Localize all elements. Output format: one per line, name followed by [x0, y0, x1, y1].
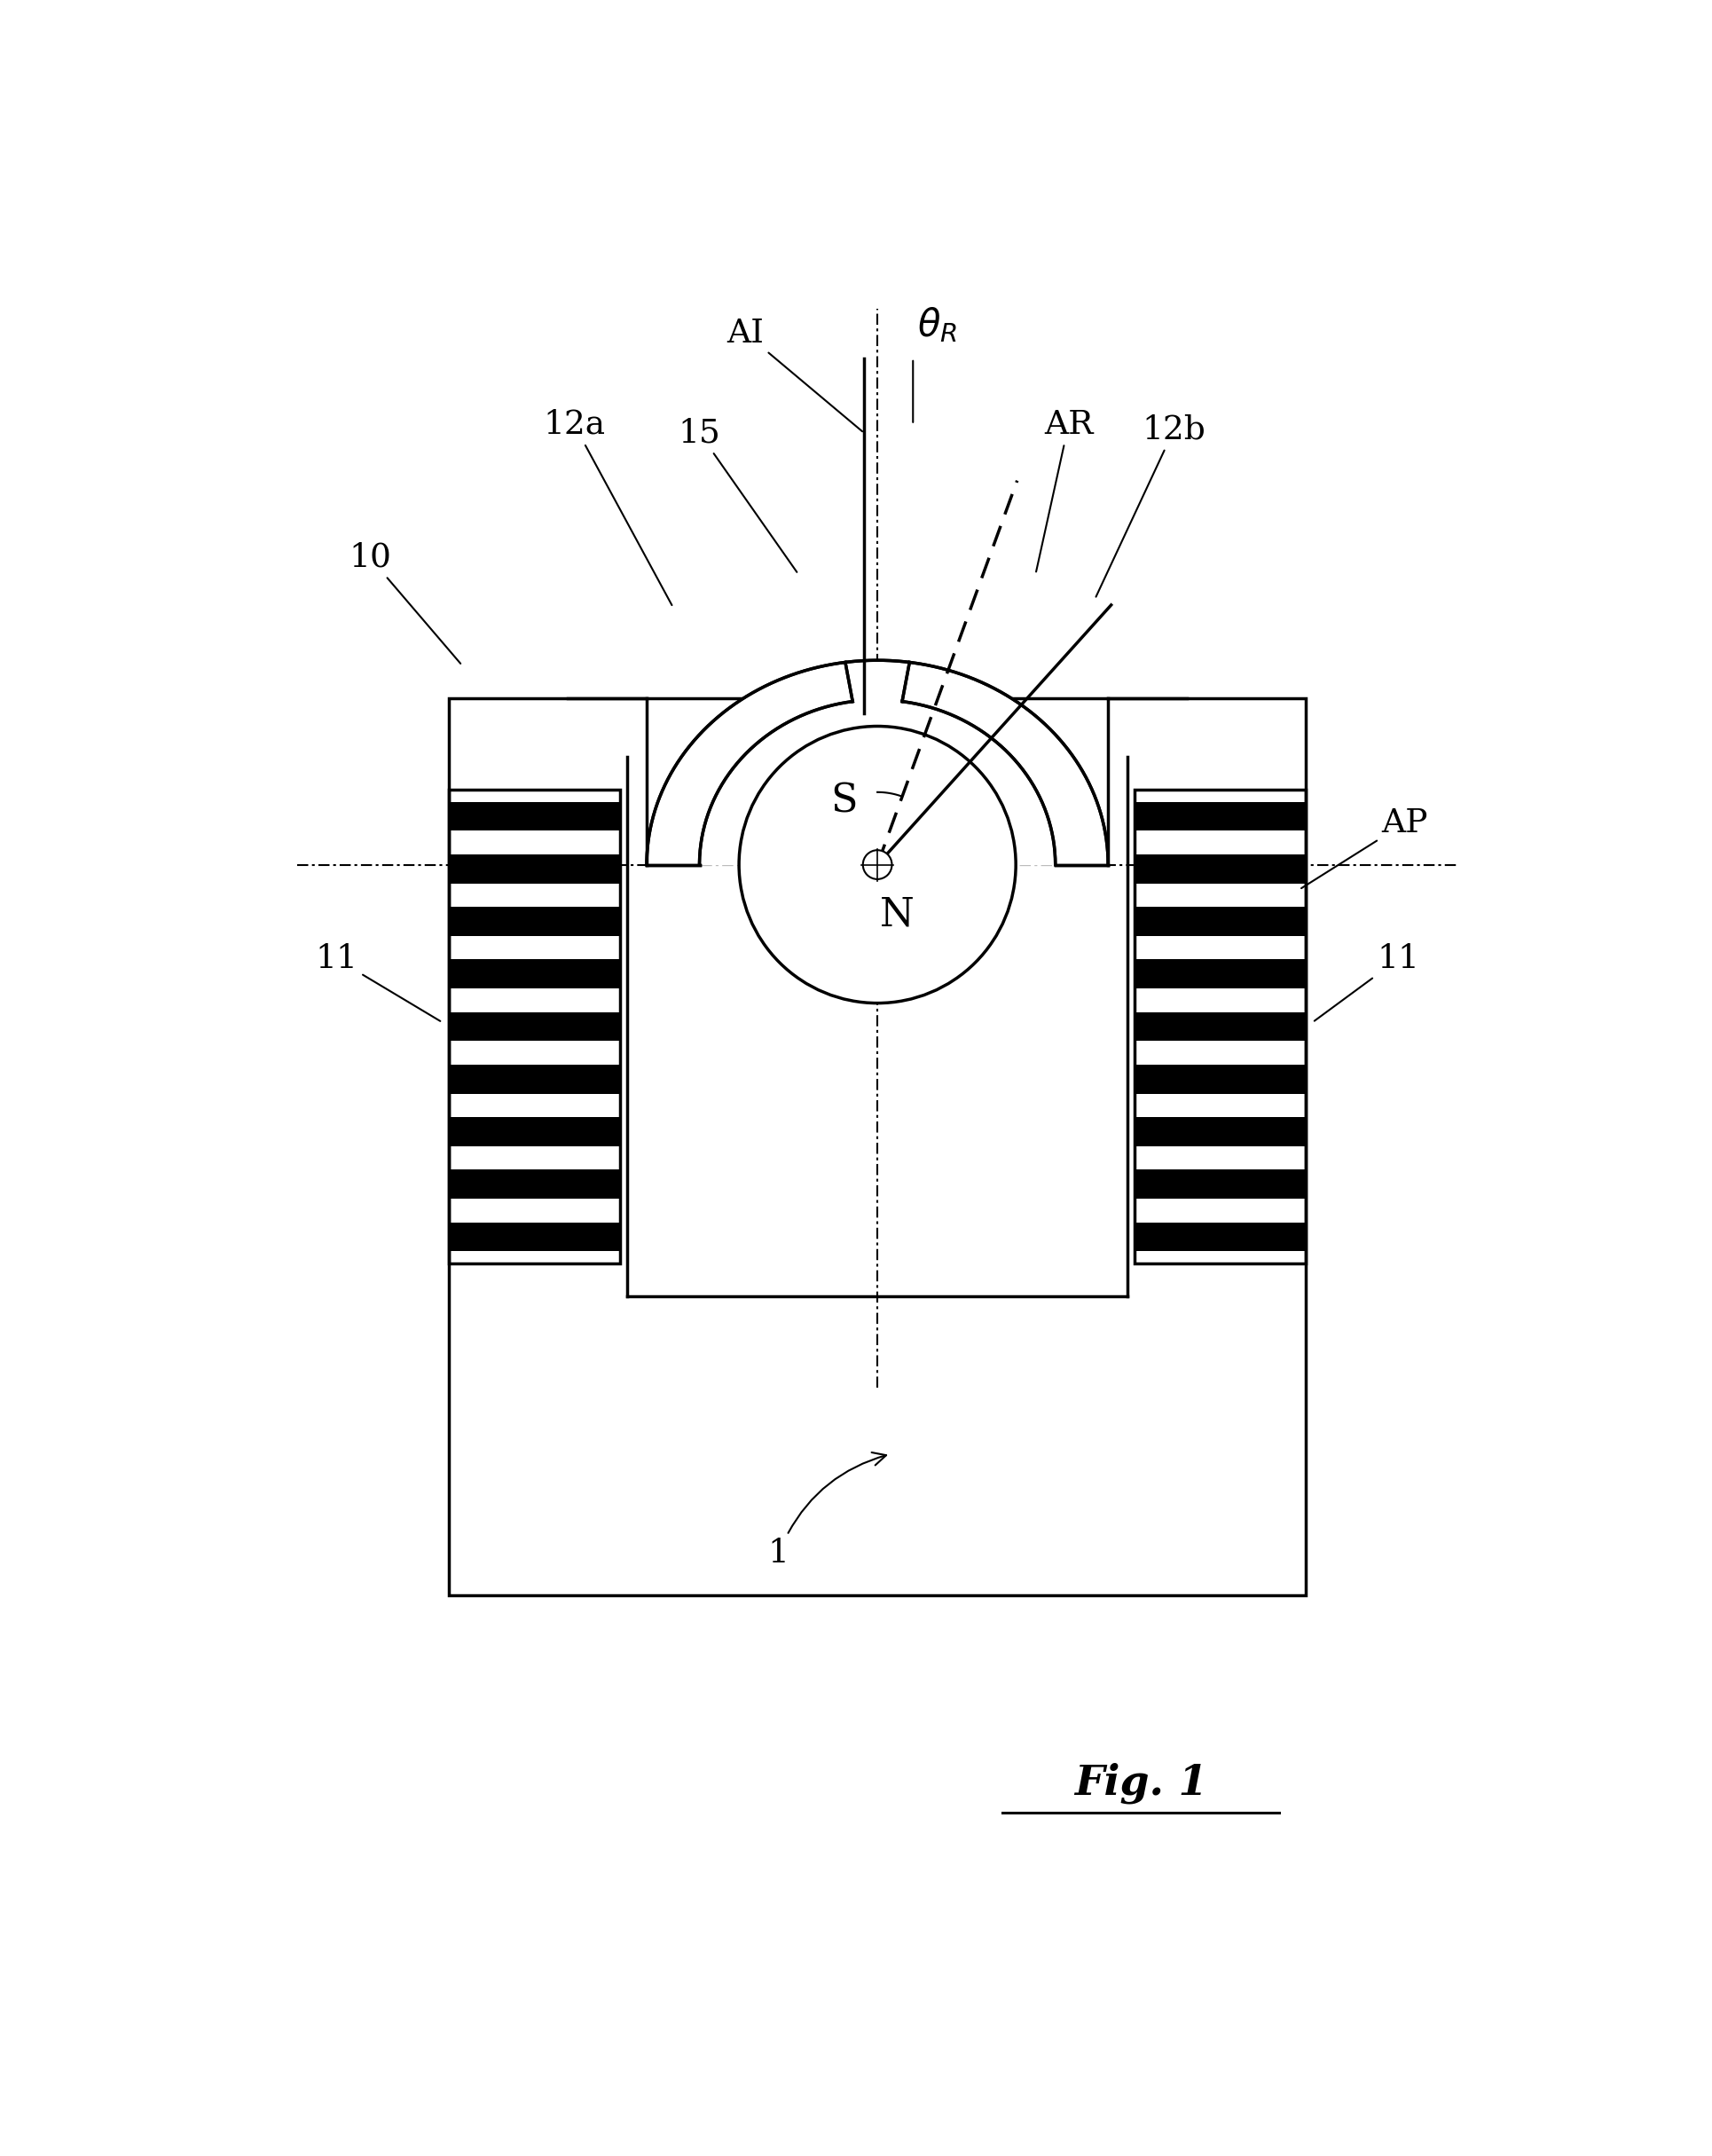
Bar — [449, 1011, 620, 1041]
Bar — [449, 802, 620, 830]
Text: 12a: 12a — [543, 410, 671, 606]
Text: AR: AR — [1036, 410, 1092, 571]
Bar — [1135, 1171, 1306, 1199]
Bar — [449, 699, 1306, 1595]
Bar — [449, 854, 620, 884]
Bar — [1135, 1011, 1306, 1041]
Text: AP: AP — [1301, 806, 1428, 888]
Text: S: S — [830, 783, 858, 821]
Text: $\theta_R$: $\theta_R$ — [918, 306, 957, 345]
Bar — [1135, 1222, 1306, 1250]
Bar — [1135, 959, 1306, 987]
Bar — [1135, 802, 1306, 830]
Bar — [1135, 1117, 1306, 1147]
Bar — [449, 908, 620, 936]
Text: 11: 11 — [315, 944, 440, 1022]
Bar — [449, 1171, 620, 1199]
Text: AI: AI — [728, 317, 863, 431]
Text: 11: 11 — [1315, 944, 1419, 1022]
Bar — [1135, 908, 1306, 936]
Bar — [1135, 854, 1306, 884]
Text: N: N — [880, 895, 914, 934]
Text: 1: 1 — [769, 1453, 887, 1570]
Polygon shape — [647, 660, 1108, 865]
Text: 15: 15 — [678, 416, 796, 571]
Bar — [449, 789, 620, 1263]
Text: 12b: 12b — [1096, 414, 1205, 597]
Bar — [1135, 789, 1306, 1263]
Bar — [449, 1117, 620, 1147]
Bar — [449, 1065, 620, 1093]
Bar — [449, 959, 620, 987]
Bar — [1135, 1065, 1306, 1093]
Circle shape — [863, 849, 892, 880]
Text: Fig. 1: Fig. 1 — [1075, 1761, 1207, 1802]
Text: 10: 10 — [349, 541, 461, 664]
Circle shape — [740, 727, 1015, 1003]
Bar — [449, 1222, 620, 1250]
